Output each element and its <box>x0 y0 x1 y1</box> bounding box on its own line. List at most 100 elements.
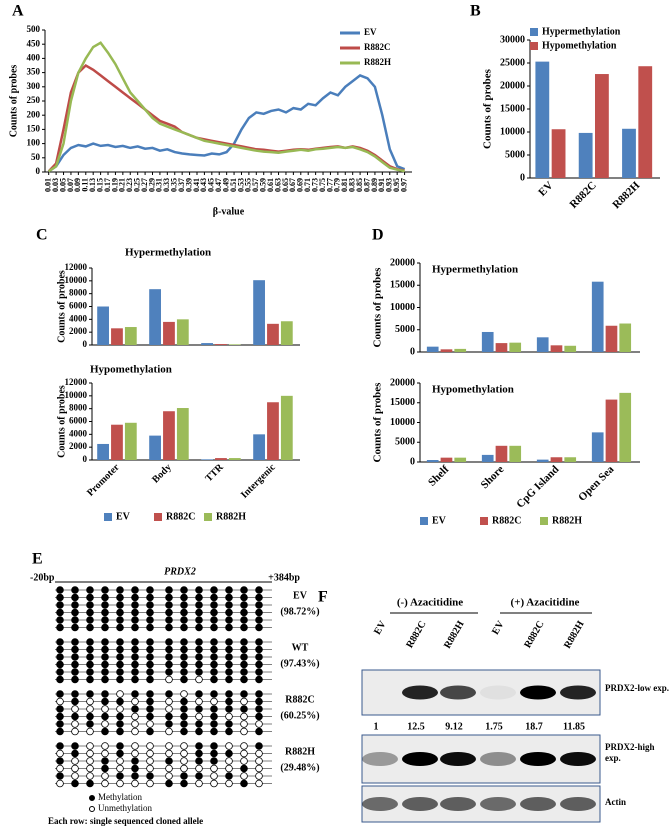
unmethylated-site <box>225 764 233 773</box>
unmethylated-site <box>195 712 203 721</box>
y-tick-label: 20000 <box>390 257 415 268</box>
bar <box>495 343 508 352</box>
methylated-site <box>195 586 203 594</box>
bar <box>481 331 494 352</box>
methylated-site <box>86 623 94 632</box>
blot-band <box>362 752 398 766</box>
bar <box>253 434 265 460</box>
methylated-site <box>101 660 109 669</box>
unmethylated-site <box>86 705 94 713</box>
region-end: +384bp <box>268 572 300 583</box>
methylated-site <box>210 742 218 750</box>
y-tick-label: 8000 <box>69 403 88 413</box>
quantification: 11.85 <box>563 721 585 732</box>
bar <box>536 337 549 352</box>
lane-label: R882C <box>522 619 546 650</box>
methylated-site <box>101 616 109 624</box>
y-tick-label: 500 <box>27 24 41 34</box>
legend-label: EV <box>432 515 447 526</box>
x-tick-label: 0.45 <box>207 178 216 192</box>
blot-band <box>520 797 556 811</box>
methylated-site <box>225 705 233 713</box>
methylated-site <box>210 586 218 594</box>
unmethylated-site <box>255 757 263 765</box>
methylated-site <box>116 772 124 780</box>
bar <box>622 128 636 178</box>
methylated-site <box>71 660 79 669</box>
x-tick-label: 0.13 <box>88 178 97 192</box>
methylated-site <box>225 727 233 736</box>
methylated-site <box>71 712 79 721</box>
methylated-site <box>101 623 109 632</box>
y-tick-label: 0 <box>36 166 41 176</box>
unmethylated-site <box>195 697 203 706</box>
legend-label: EV <box>364 27 377 37</box>
x-tick-label: 0.19 <box>110 178 119 192</box>
bar <box>163 321 175 345</box>
x-tick-label: 0.91 <box>377 178 386 192</box>
x-tick-label: 0.17 <box>103 178 112 192</box>
blot-band <box>402 752 438 766</box>
methylated-site <box>195 653 203 661</box>
methylated-site <box>86 653 94 661</box>
methylated-site <box>71 697 79 706</box>
methylated-site <box>116 623 124 632</box>
legend-label: R882C <box>492 515 521 526</box>
methylated-site <box>101 668 109 676</box>
methylated-site <box>131 772 139 780</box>
methylated-site <box>86 586 94 594</box>
methylated-site <box>146 593 154 602</box>
blot-band <box>480 797 516 811</box>
methylated-site <box>86 690 94 698</box>
unmethylated-site <box>255 772 263 780</box>
methylated-site <box>101 697 109 706</box>
y-tick-label: 8000 <box>69 288 88 298</box>
methylated-site <box>56 586 64 594</box>
quantification: 1 <box>374 721 379 732</box>
blot-row-label: PRDX2-high exp. <box>605 742 655 763</box>
methylated-site <box>210 645 218 654</box>
bar <box>578 132 593 178</box>
methylated-site <box>56 593 64 602</box>
methylated-site <box>180 601 188 609</box>
methylated-site <box>86 675 94 684</box>
blot-band <box>440 797 476 811</box>
unmethylated-site <box>86 757 94 765</box>
methylated-site <box>101 638 109 646</box>
methylated-site <box>165 645 173 654</box>
caption: Each row: single sequenced cloned allele <box>48 816 203 826</box>
methylated-site <box>131 586 139 594</box>
methylated-site <box>116 601 124 609</box>
y-axis-label: Counts of probes <box>56 385 67 458</box>
data-line <box>47 73 406 173</box>
methylated-site <box>116 727 124 736</box>
methylated-site <box>165 586 173 594</box>
methylated-site <box>131 638 139 646</box>
legend-swatch <box>480 517 488 525</box>
bar <box>201 343 213 345</box>
methylated-site <box>210 601 218 609</box>
methylated-site <box>210 712 218 721</box>
y-tick-label: 0 <box>410 346 415 357</box>
methylated-site <box>131 690 139 698</box>
methylated-site <box>116 720 124 728</box>
bar <box>267 323 279 345</box>
unmethylated-site <box>131 697 139 706</box>
methylated-site <box>146 623 154 632</box>
region-start: -20bp <box>30 572 55 583</box>
x-tick-label: Open Sea <box>576 463 617 504</box>
blot-band <box>402 685 438 700</box>
methylated-site <box>101 601 109 609</box>
methylated-site <box>210 653 218 661</box>
methylated-site <box>116 697 124 706</box>
methylated-site <box>225 593 233 602</box>
unmethylated-site <box>131 712 139 721</box>
methylated-site <box>180 593 188 602</box>
methylated-site <box>225 675 233 684</box>
group-name: WT <box>292 642 309 653</box>
methylated-site <box>86 660 94 669</box>
x-tick-label: 0.57 <box>251 178 260 192</box>
bar <box>509 445 522 462</box>
blot-band <box>402 797 438 811</box>
methylated-site <box>255 705 263 713</box>
